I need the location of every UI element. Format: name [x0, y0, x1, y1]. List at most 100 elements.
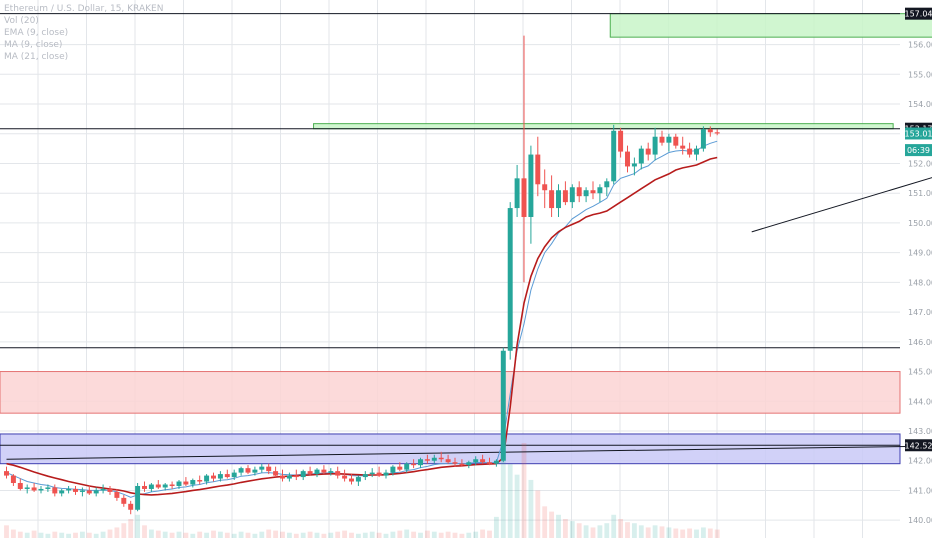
candle-body [224, 474, 230, 478]
candle [142, 481, 147, 492]
candle [307, 466, 313, 476]
volume-bar [280, 531, 285, 538]
candle-body [176, 481, 182, 486]
candle [418, 457, 423, 469]
supply-box [0, 371, 901, 414]
candle [362, 471, 368, 481]
volume-bar [618, 519, 624, 538]
candle-body [418, 459, 423, 466]
volume-bar [714, 529, 720, 538]
price-axis-label: 145.00 [908, 368, 932, 377]
candle [569, 184, 575, 209]
volume-bar [418, 532, 423, 538]
candle-body [183, 481, 189, 485]
volume-bar [31, 530, 37, 538]
candle [259, 463, 265, 473]
volume-bar [107, 529, 113, 538]
candle [148, 483, 154, 492]
volume-bar [114, 527, 120, 538]
candle [45, 484, 51, 492]
volume-bar [521, 443, 527, 538]
price-axis-label: 141.00 [908, 486, 932, 495]
candle-body [535, 154, 541, 185]
candle-body [190, 480, 196, 485]
candle-body [694, 148, 699, 155]
candle-body [252, 469, 258, 473]
candle-body [583, 190, 589, 197]
volume-bar [507, 464, 513, 538]
volume-bar [707, 528, 713, 538]
candle-body [79, 490, 85, 492]
volume-bar [397, 530, 403, 538]
volume-bar [631, 523, 637, 538]
candle [507, 202, 513, 360]
volume-bar [245, 532, 251, 538]
candle [114, 488, 120, 501]
price-axis-label: 148.00 [908, 278, 932, 287]
volume-bar [79, 531, 85, 538]
candle [680, 136, 686, 155]
candle [4, 466, 9, 479]
candle-body [576, 187, 582, 197]
volume-bar [535, 490, 541, 538]
volume-bar [500, 453, 506, 538]
candle-body [128, 503, 134, 510]
candle-body [231, 472, 237, 478]
candle [493, 459, 499, 467]
volume-bar [142, 525, 147, 538]
candle [238, 466, 244, 476]
candle [590, 181, 596, 200]
candle-body [100, 488, 106, 491]
candle [190, 478, 196, 488]
volume-bar [321, 533, 327, 538]
indicator-vol: Vol (20) [4, 16, 39, 26]
volume-bar [59, 532, 65, 538]
candle [121, 494, 127, 507]
volume-bar [514, 474, 520, 538]
candle-body [107, 488, 113, 492]
volume-bar [169, 532, 175, 538]
candle [86, 485, 92, 495]
candle-body [349, 478, 354, 482]
price-tag-label: 157.04 [905, 10, 932, 19]
price-axis-label: 151.00 [908, 189, 932, 198]
candle [542, 169, 548, 209]
price-axis: 140.00 141.00 142.00 143.00 144.00 145.00 146.… [908, 41, 932, 526]
volume-bar [445, 531, 451, 538]
price-tag-box [905, 439, 932, 452]
candle [397, 462, 403, 472]
candle [128, 500, 134, 515]
volume-bar [369, 531, 375, 538]
trendline [751, 177, 932, 233]
volume-bar [38, 532, 44, 538]
candle [652, 127, 658, 161]
price-axis-label: 150.00 [908, 219, 932, 228]
volume-bars [4, 443, 720, 538]
candle [404, 462, 410, 473]
candle-body [666, 136, 672, 143]
candle-body [66, 488, 72, 491]
candle-body [652, 136, 658, 155]
candle-body [59, 490, 65, 494]
ma-slow-line [6, 156, 718, 496]
candle-body [321, 469, 327, 473]
volume-bar [52, 531, 58, 538]
volume-bar [273, 530, 279, 538]
price-tag: 06:39 [905, 144, 932, 157]
candle [66, 485, 72, 494]
volume-bar [597, 525, 603, 538]
candle [556, 184, 561, 217]
candle [169, 481, 175, 489]
volume-bar [404, 529, 410, 538]
candle-body [528, 154, 534, 217]
candle [79, 487, 85, 497]
candle [176, 480, 182, 489]
candle-body [707, 129, 713, 133]
volume-bar [252, 533, 258, 538]
candle-body [411, 463, 417, 466]
volume-bar [45, 533, 51, 538]
indicator-ema: EMA (9, close) [4, 28, 69, 38]
candle [204, 474, 210, 485]
